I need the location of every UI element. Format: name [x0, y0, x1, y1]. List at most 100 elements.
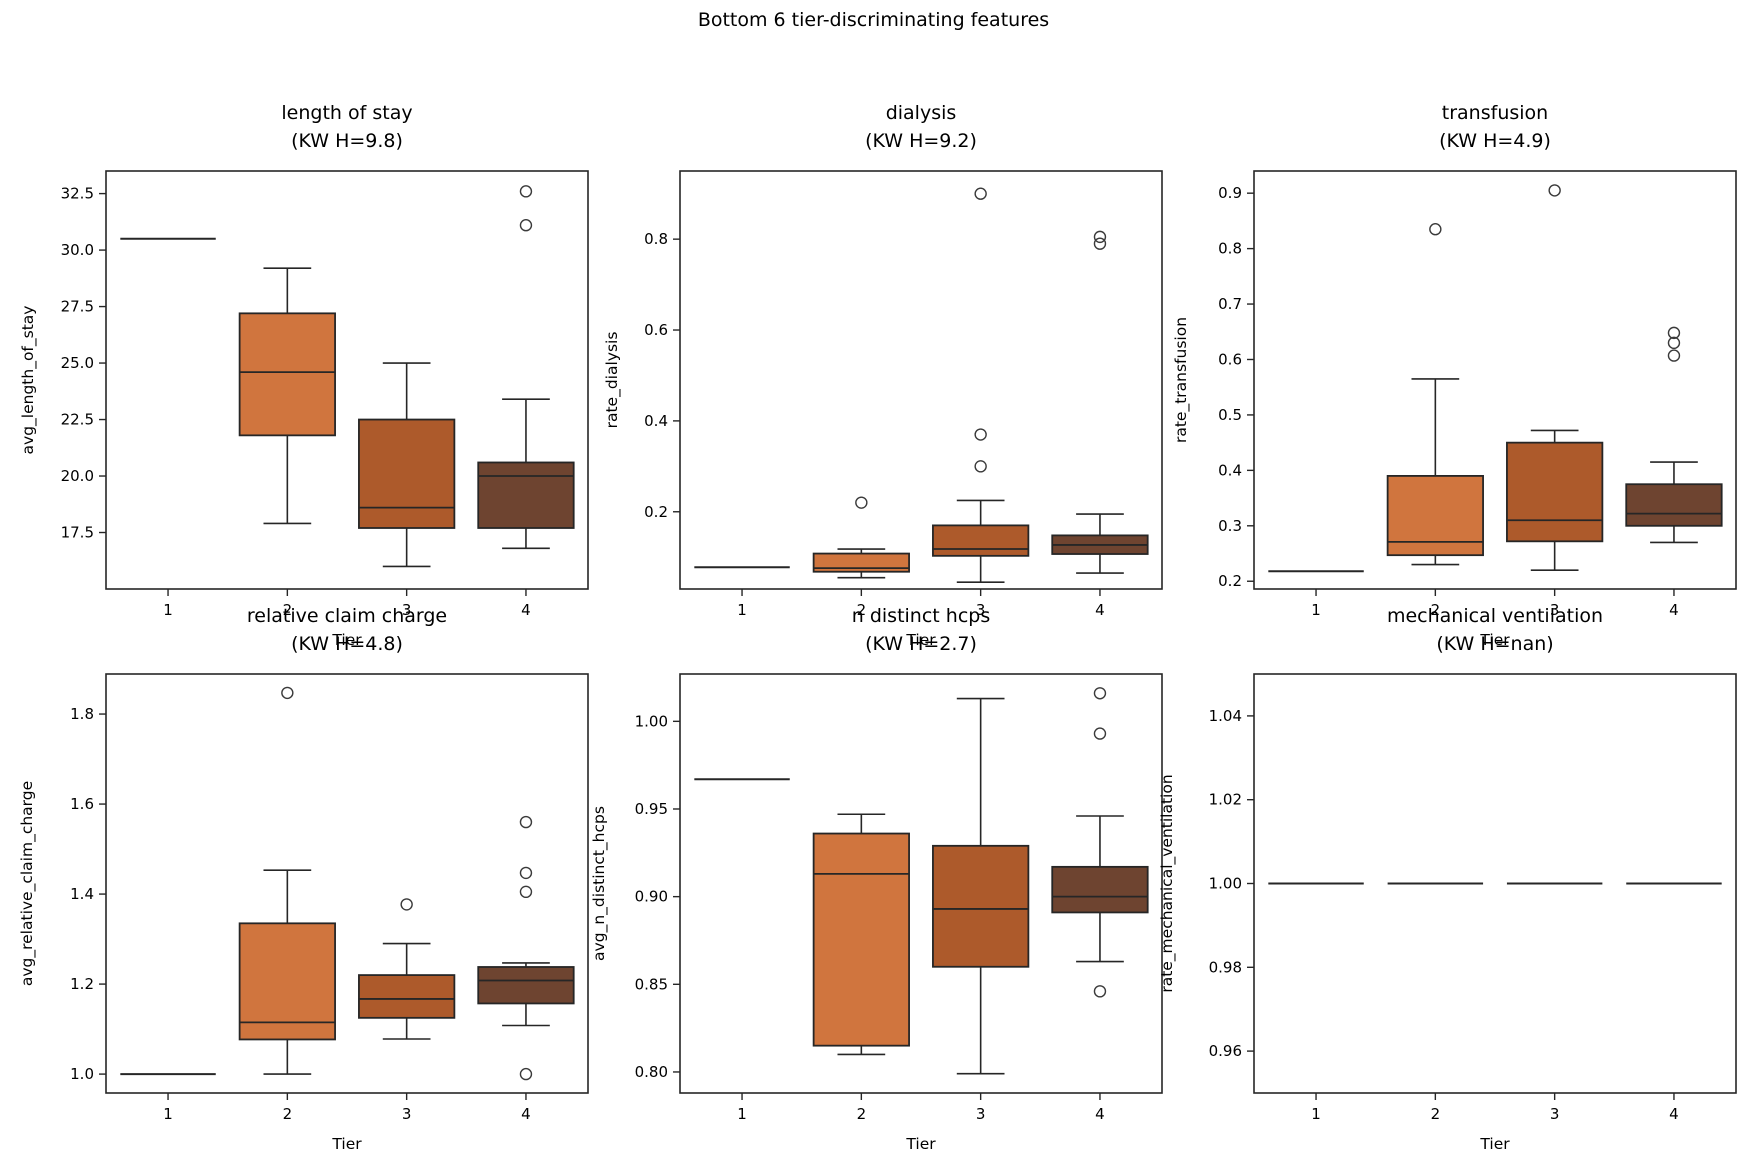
tier-4-group — [1051, 687, 1149, 998]
x-tick-label: 3 — [1550, 601, 1560, 619]
outlier-point — [1667, 336, 1681, 350]
y-tick-label: 0.6 — [1218, 350, 1242, 368]
axes-frame — [105, 673, 589, 1094]
outlier-point — [1093, 985, 1107, 998]
subplot-title: mechanical ventilation — [1387, 605, 1603, 627]
tier-4-group — [477, 815, 575, 1081]
x-tick-label: 1 — [1311, 601, 1321, 619]
y-tick-label: 0.8 — [644, 230, 668, 248]
y-axis-label: rate_mechanical_ventilation — [1158, 774, 1177, 992]
y-tick-label: 0.85 — [635, 975, 668, 993]
y-tick-label: 1.02 — [1209, 791, 1242, 809]
y-tick-label: 20.0 — [61, 467, 94, 485]
tier-3-group — [932, 187, 1030, 583]
x-axis-label: Tier — [331, 631, 362, 649]
x-tick-label: 3 — [402, 1105, 412, 1123]
y-tick-label: 0.7 — [1218, 295, 1242, 313]
x-tick-label: 1 — [737, 601, 747, 619]
x-tick-label: 3 — [976, 1105, 986, 1123]
axes-frame — [679, 673, 1163, 1094]
x-tick-label: 4 — [521, 601, 531, 619]
y-tick-label: 0.6 — [644, 321, 668, 339]
tier-4-group — [1625, 326, 1723, 544]
outlier-point — [1093, 237, 1107, 250]
tier-2-group — [238, 267, 336, 525]
y-tick-label: 1.04 — [1209, 707, 1242, 725]
x-tick-label: 1 — [1311, 1105, 1321, 1123]
outlier-point — [519, 219, 533, 232]
subplot-title-kw: (KW H=4.8) — [291, 633, 403, 655]
subplot-title-kw: (KW H=9.2) — [865, 130, 977, 152]
box-tier-4 — [1625, 483, 1723, 527]
box-tier-4 — [1051, 865, 1149, 914]
x-tick-label: 2 — [283, 601, 293, 619]
box-tier-2 — [812, 832, 910, 1047]
x-tick-label: 2 — [857, 601, 867, 619]
tier-3-group — [358, 362, 456, 568]
y-tick-label: 0.80 — [635, 1063, 668, 1081]
tier-2-group — [238, 686, 336, 1075]
outlier-point — [1093, 230, 1107, 244]
x-tick-label: 3 — [1550, 1105, 1560, 1123]
box-tier-3 — [358, 974, 456, 1019]
x-tick-label: 4 — [1669, 601, 1679, 619]
outlier-point — [281, 686, 294, 700]
x-tick-label: 1 — [163, 1105, 173, 1123]
y-tick-label: 27.5 — [61, 298, 94, 316]
outlier-point — [400, 898, 413, 911]
y-tick-label: 0.98 — [1209, 958, 1242, 976]
y-tick-label: 0.2 — [644, 503, 668, 521]
outlier-point — [1548, 184, 1561, 197]
x-tick-label: 4 — [1095, 601, 1105, 619]
subplot-relative-claim-charge: relative claim charge (KW H=4.8) 1.0 1.2 1.4… — [18, 605, 589, 1153]
x-axis-label: Tier — [331, 1135, 362, 1153]
y-tick-label: 0.9 — [1218, 184, 1242, 202]
y-axis-label: avg_relative_claim_charge — [18, 781, 37, 986]
subplot-title: n distinct hcps — [852, 605, 990, 627]
outlier-point — [974, 187, 987, 200]
subplot-title-kw: (KW H=9.8) — [291, 130, 403, 152]
box-tier-3 — [1506, 441, 1604, 543]
outlier-point — [974, 460, 987, 473]
y-tick-label: 17.5 — [61, 524, 94, 542]
outlier-point — [1093, 727, 1107, 740]
outlier-point — [519, 866, 533, 880]
box-tier-3 — [358, 418, 456, 529]
y-tick-label: 0.5 — [1218, 406, 1242, 424]
y-tick-label: 0.3 — [1218, 517, 1242, 535]
y-tick-label: 1.00 — [1209, 875, 1242, 893]
x-tick-label: 3 — [976, 601, 986, 619]
axes-frame — [1253, 673, 1737, 1094]
x-tick-label: 1 — [163, 601, 173, 619]
y-tick-label: 1.2 — [70, 975, 94, 993]
y-tick-label: 0.95 — [635, 800, 668, 818]
figure-title: Bottom 6 tier-discriminating features — [697, 9, 1050, 31]
x-axis-label: Tier — [905, 1135, 936, 1153]
subplot-mechanical-ventilation: mechanical ventilation (KW H=nan) 0.96 0.98… — [1158, 605, 1737, 1153]
tier-4-group — [1051, 230, 1149, 574]
outlier-point — [1667, 349, 1681, 362]
y-tick-label: 0.90 — [635, 888, 668, 906]
axes-frame — [1253, 170, 1737, 590]
tier-2-group — [812, 496, 910, 579]
box-tier-2 — [812, 552, 910, 573]
x-tick-label: 3 — [402, 601, 412, 619]
y-tick-label: 0.96 — [1209, 1042, 1242, 1060]
outlier-point — [519, 1067, 533, 1081]
y-tick-label: 1.00 — [635, 712, 668, 730]
box-tier-3 — [932, 844, 1030, 968]
subplot-title: dialysis — [886, 102, 957, 124]
subplot-transfusion: transfusion (KW H=4.9) 0.2 0.3 0.4 0.5 0.6 0.7 0… — [1172, 102, 1737, 649]
x-axis-label: Tier — [1479, 631, 1510, 649]
x-tick-label: 2 — [283, 1105, 293, 1123]
y-tick-label: 25.0 — [61, 354, 94, 372]
box-tier-4 — [477, 461, 575, 529]
y-tick-label: 30.0 — [61, 241, 94, 259]
tier-4-group — [477, 185, 575, 550]
y-tick-label: 1.6 — [70, 795, 94, 813]
tier-3-group — [358, 898, 456, 1040]
outlier-point — [974, 428, 987, 441]
x-axis-label: Tier — [905, 631, 936, 649]
x-tick-label: 2 — [1431, 1105, 1441, 1123]
